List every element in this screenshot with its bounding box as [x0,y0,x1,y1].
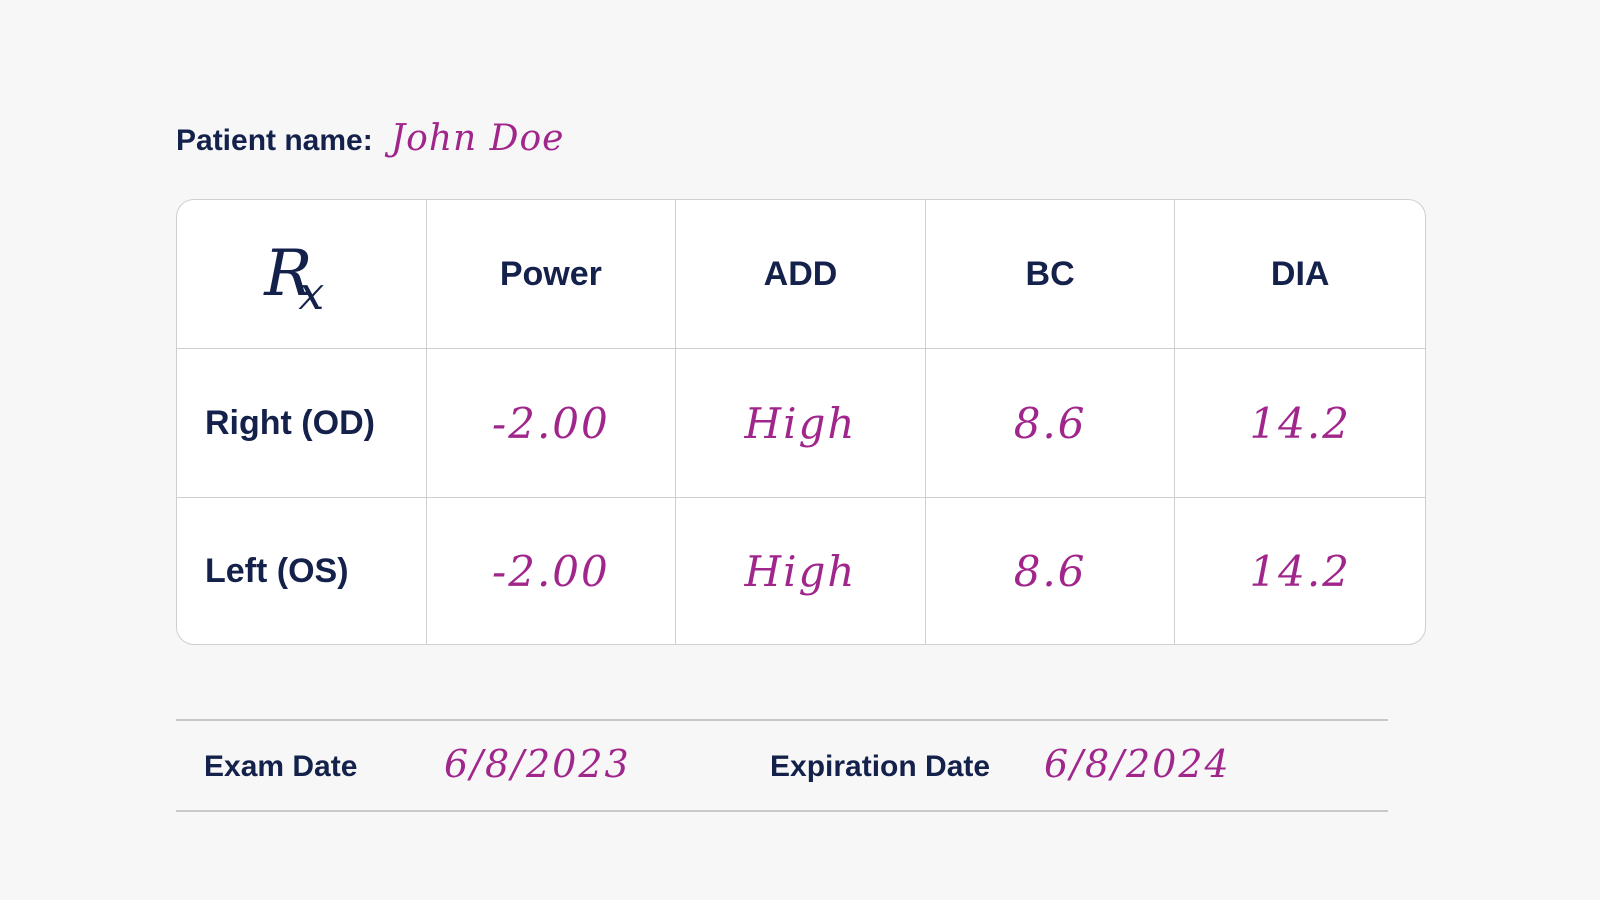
dates-bottom-divider [176,810,1388,812]
row-label-right-eye: Right (OD) [177,349,427,498]
left-bc-value: 8.6 [1013,546,1087,596]
expiration-date-value: 6/8/2024 [1044,742,1231,786]
dates-top-divider [176,719,1388,721]
column-header-bc: BC [925,200,1176,349]
expiration-date-label: Expiration Date [770,750,991,783]
column-header-label: ADD [763,254,838,293]
exam-date-value: 6/8/2023 [444,742,631,786]
column-header-label: Power [499,254,602,293]
left-add-value: High [744,546,857,596]
rx-icon: Rx [264,237,325,320]
left-dia-value: 14.2 [1249,546,1351,596]
column-header-add: ADD [676,200,926,349]
left-add-cell: High [676,498,926,644]
right-dia-value: 14.2 [1249,398,1351,448]
column-header-label: BC [1025,254,1075,293]
left-bc-cell: 8.6 [926,498,1176,644]
patient-name-label: Patient name: [176,124,373,157]
left-power-value: -2.00 [492,546,610,596]
right-power-cell: -2.00 [426,349,677,498]
exam-date-label: Exam Date [204,750,358,783]
column-header-power: Power [426,200,677,349]
right-dia-cell: 14.2 [1175,349,1425,498]
dates-row: Exam Date 6/8/2023 Expiration Date 6/8/2… [176,720,1388,810]
right-add-value: High [744,398,857,448]
left-dia-cell: 14.2 [1175,498,1425,644]
row-label-left-eye: Left (OS) [177,498,427,644]
patient-name-value: John Doe [390,118,565,159]
right-bc-value: 8.6 [1013,398,1087,448]
right-power-value: -2.00 [492,398,610,448]
right-add-cell: High [676,349,926,498]
right-bc-cell: 8.6 [925,349,1176,498]
prescription-table: Rx Power ADD BC DIA Right (OD) -2.00 Hig… [176,199,1426,645]
left-power-cell: -2.00 [427,498,677,644]
column-header-dia: DIA [1175,200,1425,349]
rx-symbol-cell: Rx [177,200,427,349]
column-header-label: DIA [1270,254,1330,293]
patient-name-row: Patient name: John Doe [176,118,564,159]
